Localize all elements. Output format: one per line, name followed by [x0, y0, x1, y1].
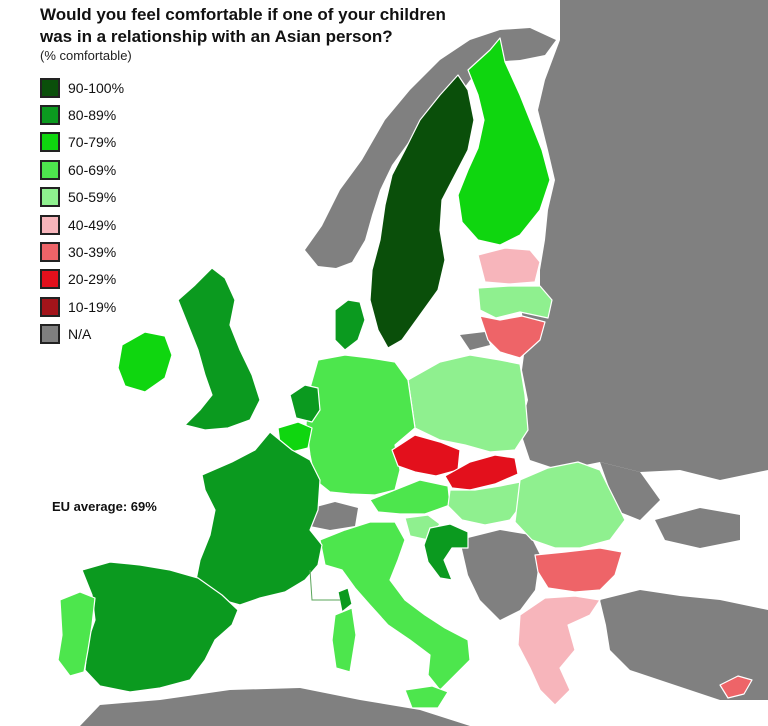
country-bulgaria [534, 547, 623, 593]
legend-swatch [40, 132, 60, 153]
legend-swatch [40, 105, 60, 126]
country-finland [457, 37, 551, 246]
country-france [194, 431, 323, 606]
legend-label: 50-59% [68, 189, 117, 206]
country-slovakia [444, 454, 519, 491]
legend-label: N/A [68, 326, 92, 343]
country-united-kingdom [177, 267, 261, 431]
country-germany [305, 354, 416, 496]
country-netherlands [289, 384, 321, 423]
country-ireland [117, 331, 173, 393]
legend-swatch [40, 214, 60, 235]
country-poland [407, 354, 529, 453]
country-corsica [337, 587, 353, 613]
legend-label: 90-100% [68, 79, 125, 96]
legend-label: 20-29% [68, 271, 117, 288]
boundary-line [309, 569, 340, 601]
legend-label: 30-39% [68, 244, 117, 261]
legend-swatch [40, 187, 60, 208]
legend-item: 80-89% [40, 101, 124, 128]
legend-label: 80-89% [68, 107, 117, 124]
legend-item: 60-69% [40, 156, 124, 183]
legend-swatch [40, 296, 60, 317]
country-croatia [423, 523, 469, 581]
legend-label: 70-79% [68, 134, 117, 151]
legend-item: 30-39% [40, 238, 124, 265]
legend-label: 60-69% [68, 161, 117, 178]
country-cyprus [719, 675, 753, 699]
legend-swatch [40, 159, 60, 180]
non-eu-land [80, 0, 768, 726]
legend-item: 50-59% [40, 184, 124, 211]
country-portugal [57, 591, 96, 677]
country-romania [514, 461, 626, 549]
legend-item: N/A [40, 321, 124, 348]
legend-label: 40-49% [68, 216, 117, 233]
legend-swatch [40, 77, 60, 98]
legend-swatch [40, 269, 60, 290]
legend-swatch [40, 242, 60, 263]
legend-swatch [40, 324, 60, 345]
country-italy [319, 521, 471, 691]
country-sardinia [331, 607, 357, 673]
eu-countries [57, 37, 753, 709]
legend-label: 10-19% [68, 298, 117, 315]
legend-item: 70-79% [40, 129, 124, 156]
country-sicily [404, 685, 449, 709]
country-greece [517, 595, 601, 706]
legend-item: 20-29% [40, 266, 124, 293]
legend-item: 40-49% [40, 211, 124, 238]
country-denmark [334, 299, 366, 351]
eu-average-annotation: EU average: 69% [52, 499, 157, 514]
map-subtitle: (% comfortable) [40, 48, 132, 63]
country-estonia [477, 247, 541, 285]
legend: 90-100% 80-89% 70-79% 60-69% 50-59% 40-49% 30-… [40, 74, 124, 348]
legend-item: 10-19% [40, 293, 124, 320]
country-lithuania [479, 315, 546, 359]
country-sweden [369, 74, 475, 349]
country-latvia [477, 285, 553, 319]
legend-item: 90-100% [40, 74, 124, 101]
map-title: Would you feel comfortable if one of you… [40, 5, 446, 46]
